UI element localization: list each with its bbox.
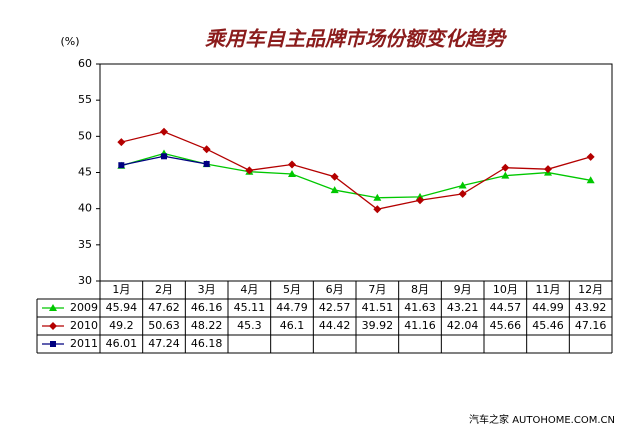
y-tick-label: 40 (78, 202, 92, 215)
table-value: 43.92 (575, 301, 607, 314)
y-tick-label: 50 (78, 129, 92, 142)
x-tick-label: 5月 (283, 283, 301, 296)
table-value: 43.21 (447, 301, 479, 314)
table-value: 44.99 (532, 301, 564, 314)
x-tick-label: 11月 (536, 283, 561, 296)
table-value: 47.24 (148, 337, 180, 350)
marker (416, 196, 424, 205)
table-value: 45.3 (237, 319, 262, 332)
marker (586, 152, 595, 161)
marker (458, 181, 467, 189)
table-value: 44.42 (319, 319, 351, 332)
marker (202, 145, 211, 154)
table-value: 44.57 (490, 301, 522, 314)
table-value: 39.92 (362, 319, 394, 332)
marker (544, 165, 552, 174)
legend-marker (49, 304, 57, 311)
marker (245, 166, 254, 175)
table-value: 46.1 (280, 319, 305, 332)
marker (373, 193, 382, 201)
x-tick-label: 7月 (368, 283, 386, 296)
marker (501, 163, 510, 172)
y-tick-label: 35 (78, 238, 92, 251)
table-value: 46.16 (191, 301, 223, 314)
y-axis-label: (%) (60, 35, 79, 48)
x-tick-label: 10月 (493, 283, 518, 296)
table-value: 46.01 (106, 337, 138, 350)
table-value: 46.18 (191, 337, 223, 350)
table-value: 48.22 (191, 319, 223, 332)
marker (373, 205, 382, 214)
legend-label: 2011 (70, 337, 98, 350)
watermark: 汽车之家 AUTOHOME.COM.CN (469, 413, 615, 426)
table-value: 50.63 (148, 319, 180, 332)
marker (117, 138, 126, 147)
x-tick-label: 8月 (411, 283, 429, 296)
x-tick-label: 2月 (155, 283, 173, 296)
table-value: 49.2 (109, 319, 134, 332)
chart-title: 乘用车自主品牌市场份额变化趋势 (205, 27, 508, 51)
table-value: 42.04 (447, 319, 479, 332)
plot-frame (99, 63, 613, 282)
series-line (121, 152, 591, 199)
marker (458, 189, 467, 198)
table-value: 45.46 (532, 319, 564, 332)
x-tick-label: 6月 (326, 283, 344, 296)
table-value: 45.94 (106, 301, 138, 314)
x-tick-label: 1月 (112, 283, 130, 296)
marker (330, 172, 339, 181)
x-tick-label: 9月 (454, 283, 472, 296)
marker (586, 176, 595, 184)
y-tick-label: 45 (78, 166, 92, 179)
table-value: 47.62 (148, 301, 180, 314)
x-tick-label: 4月 (240, 283, 258, 296)
legend-label: 2009 (70, 301, 98, 314)
x-tick-label: 12月 (578, 283, 603, 296)
y-tick-label: 55 (78, 93, 92, 106)
marker (288, 160, 296, 169)
table-value: 47.16 (575, 319, 607, 332)
marker (161, 153, 167, 160)
table-value: 44.79 (276, 301, 308, 314)
marker (288, 170, 296, 178)
legend-label: 2010 (70, 319, 98, 332)
series-line (121, 131, 591, 210)
x-tick-label: 3月 (198, 283, 216, 296)
marker (501, 171, 510, 179)
table-value: 45.11 (234, 301, 266, 314)
marker (160, 127, 168, 136)
table-value: 45.66 (490, 319, 522, 332)
table-value: 41.51 (362, 301, 394, 314)
marker (203, 160, 210, 167)
marker (330, 186, 339, 194)
legend-marker (49, 322, 57, 330)
legend-marker (50, 341, 56, 347)
y-tick-label: 30 (78, 274, 92, 287)
table-value: 42.57 (319, 301, 351, 314)
table-value: 41.63 (404, 301, 436, 314)
marker (118, 162, 125, 169)
table-value: 41.16 (404, 319, 436, 332)
y-tick-label: 60 (78, 57, 92, 70)
